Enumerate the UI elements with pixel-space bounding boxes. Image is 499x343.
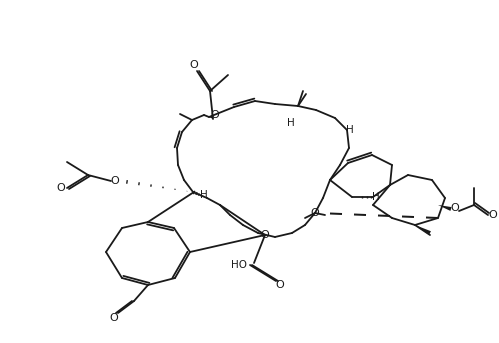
Text: O: O [451, 203, 460, 213]
Text: H: H [287, 118, 295, 128]
Text: O: O [110, 313, 118, 323]
Polygon shape [438, 205, 452, 211]
Text: O: O [211, 110, 220, 120]
Text: O: O [275, 280, 284, 290]
Text: O: O [56, 183, 65, 193]
Text: O: O [260, 230, 269, 240]
Polygon shape [415, 225, 431, 235]
Polygon shape [209, 115, 213, 119]
Text: O: O [111, 176, 119, 186]
Text: O: O [190, 60, 199, 70]
Text: H: H [200, 190, 208, 200]
Text: O: O [310, 208, 319, 218]
Text: H: H [346, 125, 354, 135]
Text: O: O [489, 210, 498, 220]
Text: H: H [372, 192, 380, 202]
Text: HO: HO [231, 260, 247, 270]
